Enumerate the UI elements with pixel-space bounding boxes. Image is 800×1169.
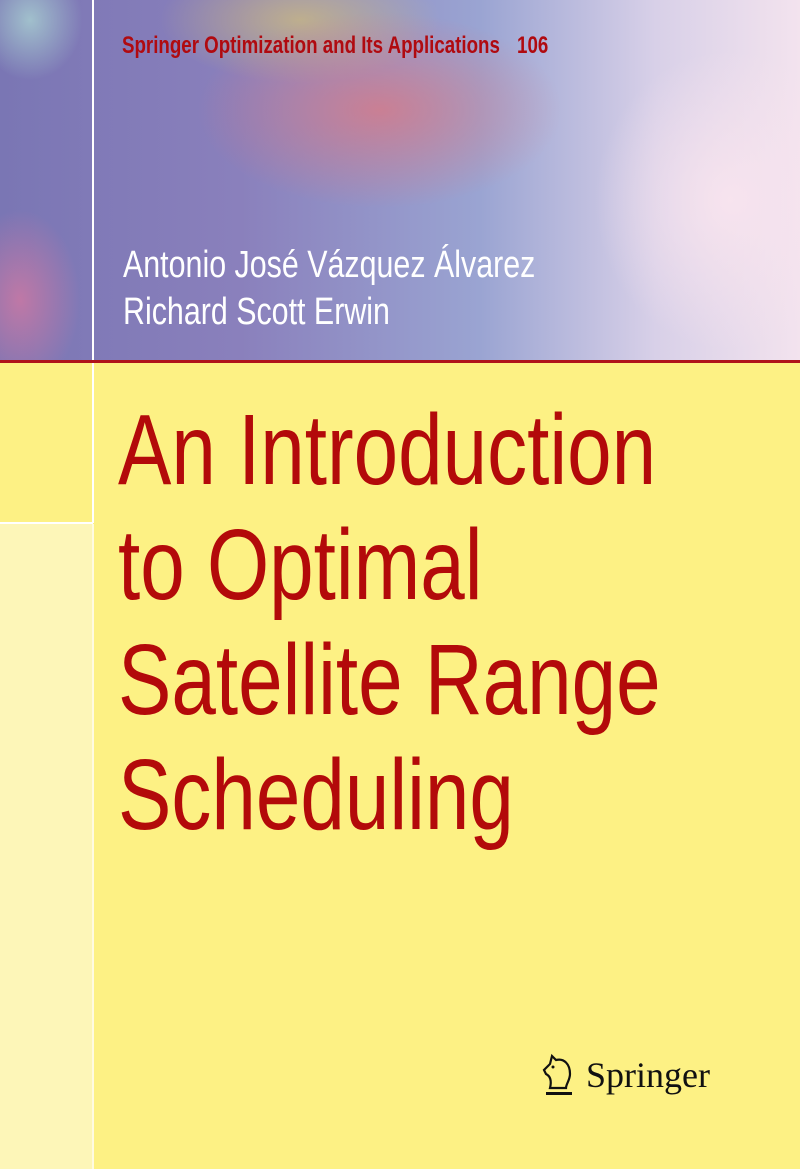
series-volume: 106 [517, 32, 549, 59]
series-name: Springer Optimization and Its Applicatio… [122, 32, 500, 59]
vertical-divider [92, 0, 94, 523]
book-title-line: to Optimal [118, 509, 483, 621]
vertical-divider-lower [92, 524, 94, 1169]
author: Richard Scott Erwin [123, 291, 390, 333]
publisher-name: Springer [586, 1055, 710, 1095]
book-title-line: Scheduling [118, 739, 514, 851]
series-title: Springer Optimization and Its Applicatio… [122, 32, 548, 60]
red-rule [0, 360, 800, 363]
horizontal-divider [0, 522, 93, 524]
knight-horse-icon [542, 1053, 572, 1095]
left-strip [0, 524, 92, 1169]
book-title-line: Satellite Range [118, 624, 661, 736]
publisher-logo: Springer [540, 1050, 710, 1100]
book-title-line: An Introduction [118, 394, 657, 506]
author: Antonio José Vázquez Álvarez [123, 244, 536, 286]
cover-artwork-band [0, 0, 800, 361]
